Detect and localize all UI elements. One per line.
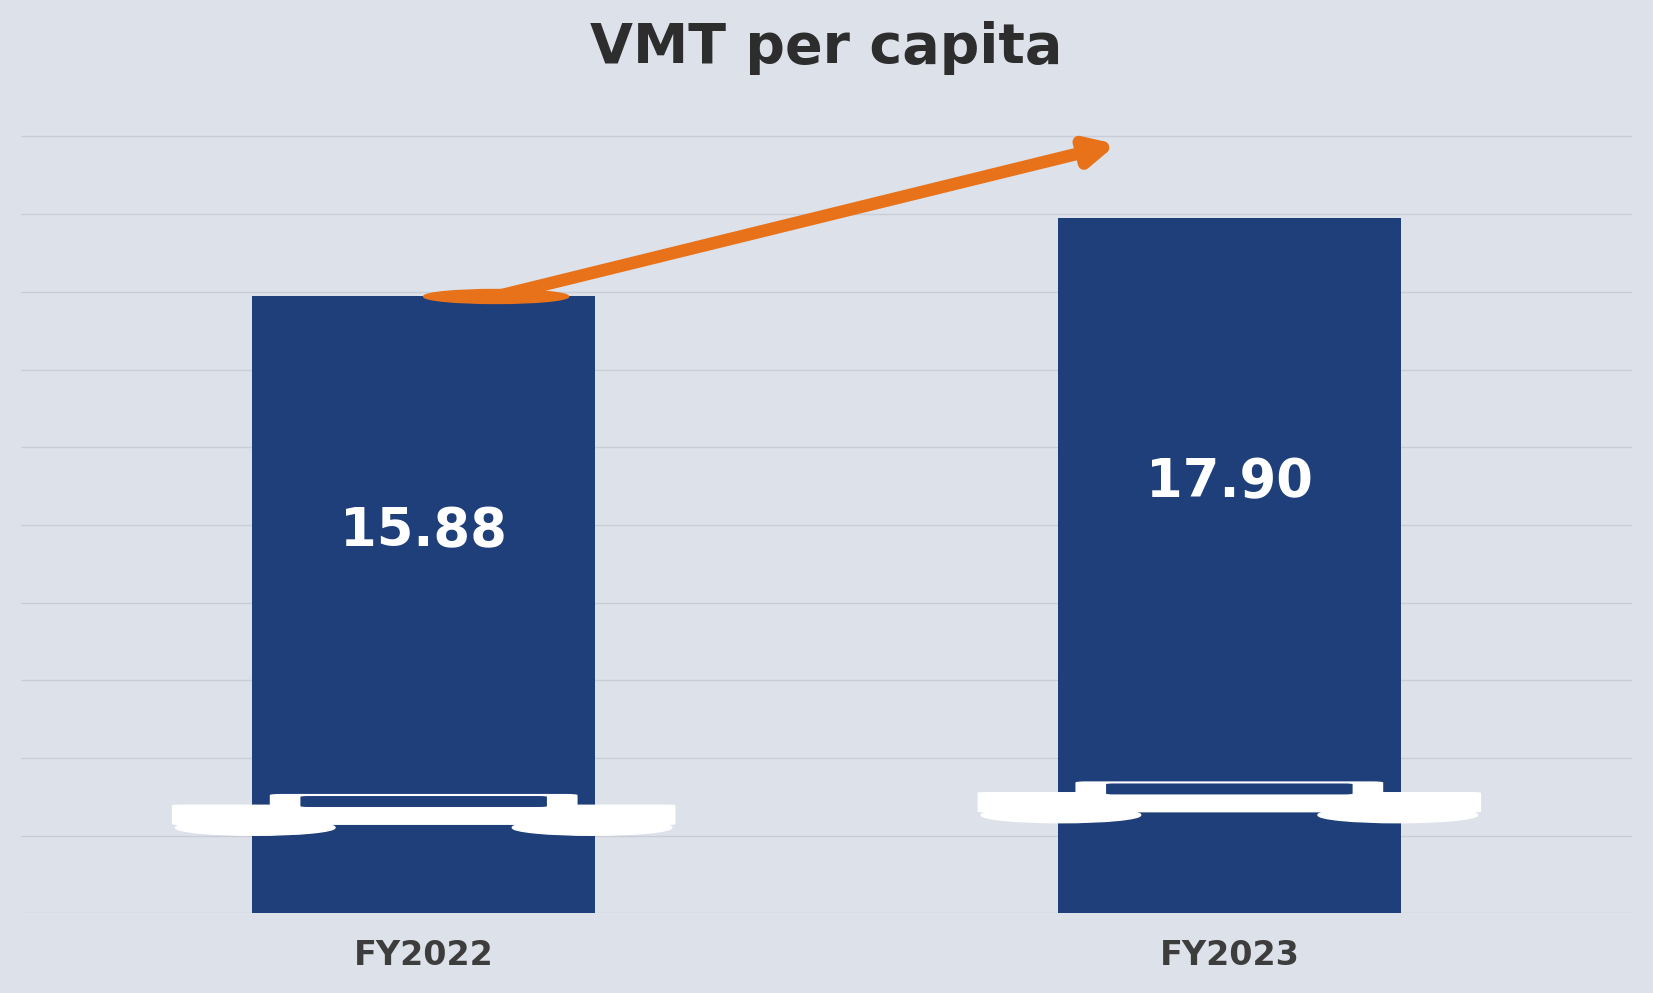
Text: 15.88: 15.88 <box>341 504 507 557</box>
Circle shape <box>982 807 1141 823</box>
Circle shape <box>512 820 671 835</box>
FancyBboxPatch shape <box>172 804 676 825</box>
FancyBboxPatch shape <box>1058 218 1400 914</box>
FancyBboxPatch shape <box>301 796 547 807</box>
Circle shape <box>1317 807 1478 823</box>
FancyBboxPatch shape <box>977 792 1481 812</box>
Text: 17.90: 17.90 <box>1146 456 1312 508</box>
FancyBboxPatch shape <box>1076 781 1384 795</box>
FancyBboxPatch shape <box>253 297 595 914</box>
Circle shape <box>423 290 569 304</box>
FancyBboxPatch shape <box>269 794 577 808</box>
Title: VMT per capita: VMT per capita <box>590 21 1063 74</box>
FancyBboxPatch shape <box>1106 783 1352 794</box>
Circle shape <box>175 820 336 835</box>
